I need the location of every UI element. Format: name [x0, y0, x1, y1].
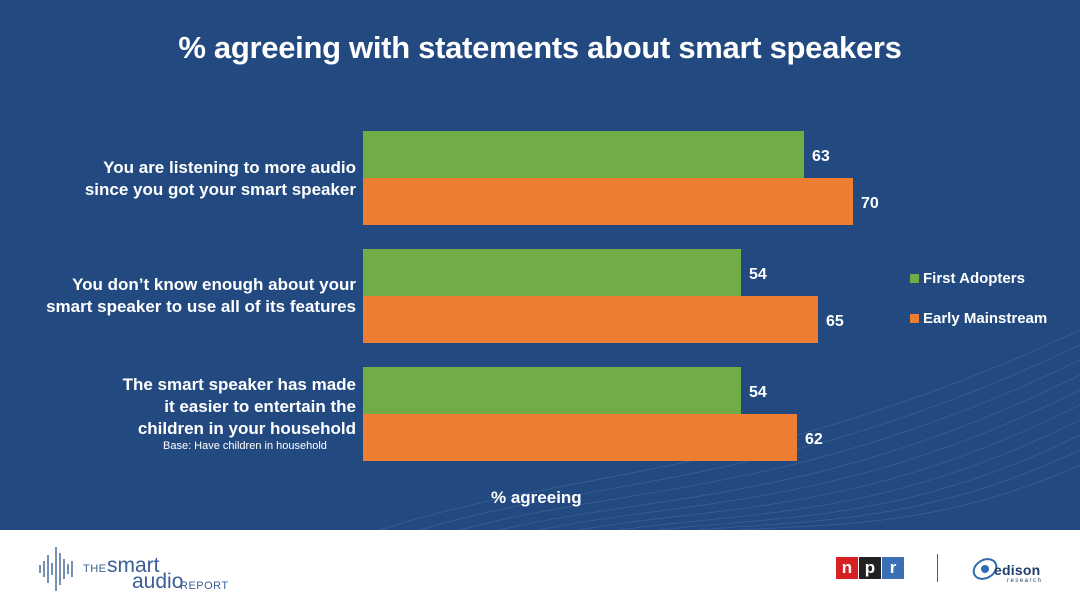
edison-logo-sub: research [1007, 578, 1043, 584]
bar-first-adopters [363, 131, 804, 178]
npr-letter: p [859, 557, 881, 579]
bar-early-mainstream [363, 178, 853, 225]
legend-label: First Adopters [923, 270, 1025, 287]
category-label-line: children in your household [137, 419, 356, 438]
category-label: You don’t know enough about your smart s… [46, 274, 356, 318]
edison-logo-word: edison [994, 562, 1041, 578]
bar-early-mainstream [363, 414, 797, 461]
category-label-line: You are listening to more audio [103, 158, 356, 177]
category-label-line: since you got your smart speaker [84, 180, 356, 199]
data-label: 54 [749, 266, 767, 283]
report-logo-audio: audio [132, 570, 184, 593]
npr-letter: r [882, 557, 904, 579]
data-label: 54 [749, 384, 767, 401]
category-label-line: You don’t know enough about your [72, 275, 356, 294]
chart-slide: % agreeing with statements about smart s… [0, 0, 1080, 530]
legend-item-first-adopters: First Adopters [910, 270, 1025, 287]
edison-logo-icon [972, 558, 998, 580]
category-label: The smart speaker has made it easier to … [123, 374, 356, 440]
npr-logo: n p r [836, 557, 905, 579]
data-label: 62 [805, 431, 823, 448]
footer: THE smart audio REPORT n p r edison rese… [0, 530, 1080, 608]
report-logo-the: THE [83, 563, 107, 575]
bar-first-adopters [363, 249, 741, 296]
legend-swatch [910, 314, 919, 323]
category-label-line: smart speaker to use all of its features [46, 297, 356, 316]
report-logo-report: REPORT [180, 580, 229, 592]
chart-plot: 63 54 54 70 65 62 [363, 131, 879, 461]
npr-letter: n [836, 557, 858, 579]
data-label: 70 [861, 195, 879, 212]
legend-label: Early Mainstream [923, 310, 1048, 327]
report-logo-smart: smart [107, 554, 160, 577]
bar-early-mainstream [363, 296, 818, 343]
data-label: 65 [826, 313, 844, 330]
base-note: Base: Have children in household [163, 440, 327, 452]
category-label-line: The smart speaker has made [122, 375, 356, 394]
chart-title: % agreeing with statements about smart s… [178, 30, 902, 65]
category-label: You are listening to more audio since yo… [85, 157, 356, 201]
logo-divider [937, 554, 938, 582]
bar-first-adopters [363, 367, 741, 414]
data-label: 63 [812, 148, 830, 165]
x-axis-label: % agreeing [491, 488, 582, 507]
background-waves [379, 329, 1080, 530]
legend-swatch [910, 274, 919, 283]
legend-item-early-mainstream: Early Mainstream [910, 310, 1047, 327]
category-label-line: it easier to entertain the [164, 397, 356, 416]
soundwave-logo-icon [39, 547, 73, 591]
